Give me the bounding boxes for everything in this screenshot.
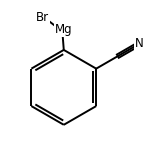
Text: N: N xyxy=(135,37,144,50)
Text: Mg: Mg xyxy=(55,23,73,36)
Text: Br: Br xyxy=(35,11,49,24)
